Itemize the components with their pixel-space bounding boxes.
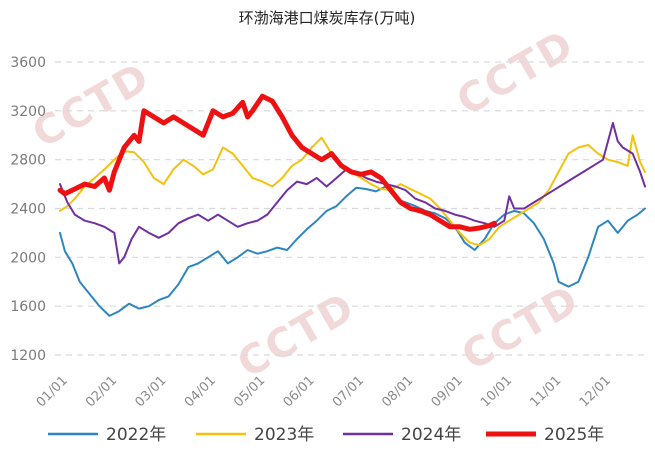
legend-label: 2022年 [106, 425, 166, 445]
y-tick-label: 3200 [10, 104, 46, 120]
series-line-3 [59, 122, 646, 265]
y-tick-label: 2800 [10, 153, 46, 169]
x-tick-label: 08/01 [379, 373, 416, 410]
legend: 2022年 2023年 2024年 2025年 [48, 425, 604, 445]
legend-label: 2025年 [544, 425, 604, 445]
x-tick-label: 11/01 [527, 373, 564, 410]
x-tick-label: 10/01 [478, 373, 515, 410]
watermark: CCTD CCTD CCTD CCTD [25, 21, 587, 387]
y-tick-label: 3600 [10, 55, 46, 71]
series-line-4 [57, 93, 497, 232]
x-tick-label: 07/01 [330, 373, 367, 410]
x-tick-label: 09/01 [429, 373, 466, 410]
watermark-text: CCTD [230, 284, 363, 387]
y-tick-label: 1600 [10, 299, 46, 315]
watermark-text: CCTD [449, 21, 582, 124]
watermark-text: CCTD [454, 276, 587, 379]
y-tick-label: 2400 [10, 202, 46, 218]
x-tick-label: 02/01 [83, 373, 120, 410]
series-line-1 [59, 185, 646, 317]
y-axis: 1200 1600 2000 2400 2800 3200 3600 [10, 55, 46, 364]
x-axis: 01/01 02/01 03/01 04/01 05/01 06/01 07/01 08/01… [34, 373, 614, 410]
y-tick-label: 1200 [10, 348, 46, 364]
x-tick-label: 04/01 [182, 373, 219, 410]
x-tick-label: 03/01 [132, 373, 169, 410]
legend-label: 2023年 [254, 425, 314, 445]
x-tick-label: 01/01 [34, 373, 71, 410]
x-tick-label: 12/01 [577, 373, 614, 410]
x-tick-label: 06/01 [281, 373, 318, 410]
y-tick-label: 2000 [10, 250, 46, 266]
legend-label: 2024年 [401, 425, 461, 445]
chart-title: 环渤海港口煤炭库存(万吨) [239, 9, 416, 27]
series-lines [57, 93, 646, 317]
